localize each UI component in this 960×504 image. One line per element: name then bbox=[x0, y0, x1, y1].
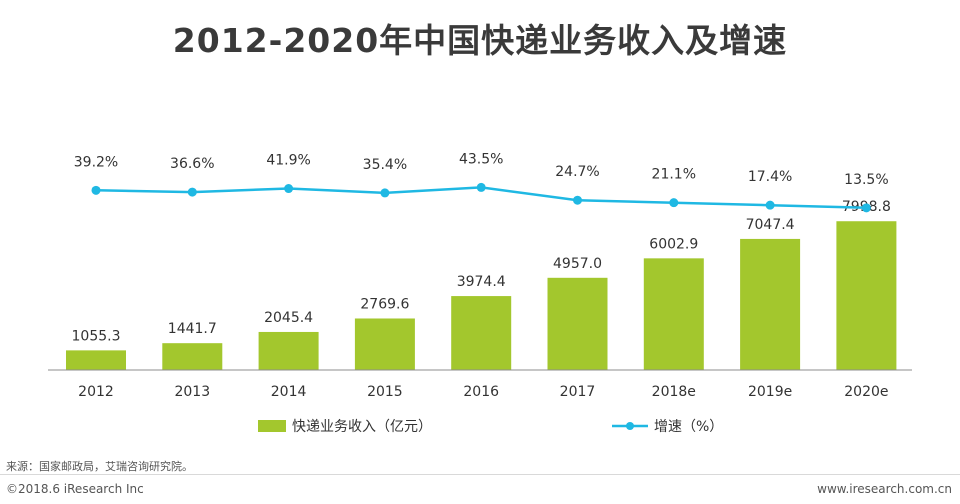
footer-divider bbox=[0, 474, 960, 475]
bar-label-2013: 1441.7 bbox=[168, 321, 217, 337]
rate-label-2019e: 17.4% bbox=[748, 169, 792, 185]
rate-point-2014 bbox=[284, 184, 294, 194]
source-note: 来源：国家邮政局，艾瑞咨询研究院。 bbox=[6, 460, 193, 473]
bar-2020e bbox=[836, 221, 897, 370]
bar-label-2019e: 7047.4 bbox=[746, 217, 795, 233]
website-link[interactable]: www.iresearch.com.cn bbox=[817, 482, 952, 496]
legend-line-marker bbox=[626, 422, 634, 430]
rate-point-2019e bbox=[765, 200, 775, 210]
rate-label-2012: 39.2% bbox=[74, 154, 118, 170]
rate-point-2017 bbox=[573, 195, 582, 205]
legend-bar-label: 快递业务收入（亿元） bbox=[292, 419, 432, 435]
legend-bar-swatch bbox=[258, 420, 286, 432]
rate-label-2015: 35.4% bbox=[363, 157, 407, 173]
legend-line-label: 增速（%） bbox=[654, 419, 723, 435]
category-label-2013: 2013 bbox=[174, 384, 210, 400]
growth-rate-points bbox=[91, 182, 871, 213]
bar-label-2016: 3974.4 bbox=[457, 274, 506, 290]
bar-2012 bbox=[66, 350, 126, 370]
rate-label-2014: 41.9% bbox=[266, 153, 310, 169]
category-labels: 2012 2013 2014 2015 2016 2017 2018e 2019e 2020e bbox=[78, 384, 888, 400]
category-label-2017: 2017 bbox=[560, 384, 596, 400]
bar-label-2018e: 6002.9 bbox=[649, 236, 698, 252]
rate-point-2020e bbox=[861, 203, 871, 213]
bar-label-2017: 4957.0 bbox=[553, 256, 602, 272]
category-label-2016: 2016 bbox=[463, 384, 499, 400]
bar-2017 bbox=[547, 277, 608, 370]
chart-title: 2012-2020年中国快递业务收入及增速 bbox=[172, 21, 788, 60]
category-label-2012: 2012 bbox=[78, 384, 114, 400]
bar-2018e bbox=[643, 258, 704, 370]
rate-label-2017: 24.7% bbox=[555, 164, 599, 180]
rate-point-2012 bbox=[91, 185, 101, 195]
bar-label-2014: 2045.4 bbox=[264, 310, 313, 326]
bar-label-2015: 2769.6 bbox=[360, 296, 409, 312]
rate-point-2018e bbox=[669, 198, 679, 208]
bar-2016 bbox=[451, 296, 512, 370]
rate-label-2020e: 13.5% bbox=[844, 172, 888, 188]
bar-2014 bbox=[258, 331, 319, 370]
category-label-2020e: 2020e bbox=[844, 384, 888, 400]
category-label-2019e: 2019e bbox=[748, 384, 792, 400]
rate-label-2016: 43.5% bbox=[459, 151, 503, 167]
rate-label-2013: 36.6% bbox=[170, 156, 214, 172]
copyright-text: ©2018.6 iResearch Inc bbox=[6, 482, 144, 496]
rate-point-2015 bbox=[380, 188, 390, 198]
category-label-2018e: 2018e bbox=[652, 384, 696, 400]
legend: 快递业务收入（亿元） 增速（%） bbox=[258, 419, 723, 435]
category-label-2014: 2014 bbox=[271, 384, 307, 400]
rate-label-2018e: 21.1% bbox=[652, 167, 696, 183]
growth-rate-labels: 39.2% 36.6% 41.9% 35.4% 43.5% 24.7% 21.1% 17.4%… bbox=[74, 151, 889, 187]
category-label-2015: 2015 bbox=[367, 384, 403, 400]
rate-point-2013 bbox=[187, 187, 197, 197]
bar-2013 bbox=[162, 343, 223, 370]
bar-2019e bbox=[740, 238, 801, 370]
bar-2015 bbox=[354, 318, 415, 370]
bar-series bbox=[66, 221, 897, 370]
bar-label-2012: 1055.3 bbox=[72, 328, 121, 344]
rate-point-2016 bbox=[476, 182, 486, 192]
